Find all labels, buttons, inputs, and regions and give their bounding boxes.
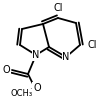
Text: N: N — [62, 52, 70, 62]
Text: OCH₃: OCH₃ — [11, 89, 33, 99]
Text: Cl: Cl — [88, 40, 97, 50]
Text: N: N — [32, 50, 40, 60]
Text: Cl: Cl — [53, 3, 63, 13]
Text: O: O — [2, 65, 10, 75]
Text: O: O — [33, 83, 41, 93]
